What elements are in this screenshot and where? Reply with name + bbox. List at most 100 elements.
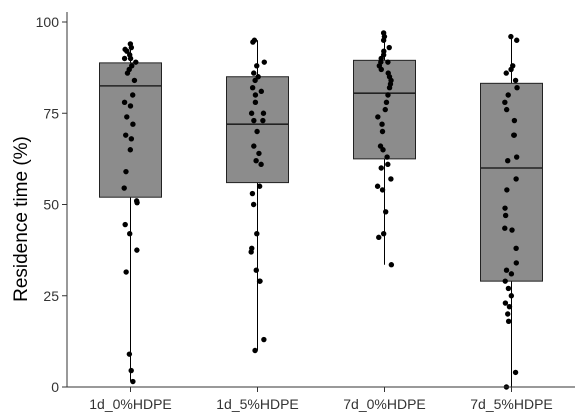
data-point bbox=[128, 136, 135, 142]
data-point bbox=[503, 267, 510, 273]
data-point bbox=[127, 147, 134, 153]
data-point bbox=[513, 260, 520, 266]
data-point bbox=[134, 247, 140, 253]
x-tick-label: 7d_0%HDPE bbox=[343, 396, 426, 412]
boxes-layer bbox=[99, 32, 543, 387]
x-tick-label: 7d_5%HDPE bbox=[470, 396, 553, 412]
data-point bbox=[250, 39, 256, 45]
data-point bbox=[512, 77, 519, 84]
data-point bbox=[131, 77, 138, 84]
data-point bbox=[514, 85, 520, 91]
data-point bbox=[130, 92, 136, 98]
data-point bbox=[505, 158, 511, 164]
data-point bbox=[379, 121, 385, 127]
data-point bbox=[251, 143, 257, 149]
data-point bbox=[386, 85, 393, 91]
data-point bbox=[502, 205, 508, 211]
data-point bbox=[514, 37, 520, 43]
data-point bbox=[127, 231, 133, 237]
data-point bbox=[508, 293, 515, 299]
x-tick-label: 1d_5%HDPE bbox=[216, 396, 299, 412]
data-point bbox=[248, 249, 254, 255]
axis-frame bbox=[66, 12, 575, 388]
data-point bbox=[260, 117, 266, 124]
data-point bbox=[511, 132, 517, 138]
data-point bbox=[380, 37, 387, 43]
data-point bbox=[502, 300, 509, 306]
data-point bbox=[260, 110, 267, 116]
data-point bbox=[252, 92, 259, 98]
box-iqr bbox=[480, 82, 543, 282]
data-point bbox=[380, 147, 386, 153]
data-point bbox=[383, 209, 389, 215]
data-point bbox=[121, 99, 128, 106]
data-point bbox=[252, 77, 258, 84]
data-point bbox=[255, 74, 261, 80]
data-point bbox=[378, 66, 384, 73]
data-point bbox=[254, 128, 260, 135]
data-point bbox=[504, 187, 510, 193]
data-point bbox=[508, 271, 515, 277]
data-point bbox=[124, 48, 130, 54]
data-point bbox=[388, 262, 395, 268]
x-axis: 1d_0%HDPE 1d_5%HDPE 7d_0%HDPE 7d_5%HDPE bbox=[89, 387, 553, 412]
box-1d_5%HDPE bbox=[226, 40, 289, 351]
y-axis: 0 25 50 75 100 bbox=[36, 14, 67, 395]
box-iqr bbox=[99, 62, 162, 198]
data-point bbox=[385, 161, 391, 168]
data-point bbox=[256, 150, 262, 157]
data-point bbox=[258, 161, 264, 168]
data-point bbox=[121, 55, 128, 62]
data-point bbox=[505, 318, 512, 324]
data-point bbox=[127, 103, 134, 109]
data-point bbox=[505, 311, 511, 317]
data-point bbox=[251, 117, 257, 124]
data-point bbox=[374, 183, 381, 189]
data-point bbox=[256, 278, 263, 284]
data-point bbox=[386, 44, 392, 51]
data-point bbox=[127, 55, 134, 62]
data-point bbox=[123, 168, 129, 175]
data-point bbox=[511, 117, 518, 124]
data-point bbox=[503, 70, 509, 76]
data-point bbox=[251, 70, 257, 76]
y-axis-title: Residence time (%) bbox=[11, 136, 32, 302]
data-point bbox=[252, 99, 259, 106]
data-point bbox=[379, 128, 386, 135]
data-point bbox=[506, 304, 513, 310]
data-point bbox=[513, 154, 520, 160]
data-point bbox=[128, 44, 135, 51]
data-point bbox=[258, 88, 265, 95]
data-point bbox=[249, 85, 256, 91]
data-point bbox=[261, 336, 267, 343]
y-tick-label: 0 bbox=[51, 379, 59, 395]
data-point bbox=[379, 187, 386, 193]
data-point bbox=[253, 158, 259, 164]
data-point bbox=[254, 63, 260, 69]
data-point bbox=[252, 347, 258, 354]
data-point bbox=[249, 190, 256, 197]
box-1d_0%HDPE bbox=[99, 43, 162, 382]
data-point bbox=[502, 225, 508, 231]
data-point bbox=[513, 176, 519, 182]
data-point bbox=[123, 132, 129, 138]
data-point bbox=[513, 245, 519, 251]
data-point bbox=[134, 199, 140, 206]
x-tick-label: 1d_0%HDPE bbox=[89, 396, 172, 412]
data-point bbox=[509, 227, 515, 233]
data-point bbox=[133, 59, 139, 65]
data-point bbox=[253, 267, 259, 273]
data-point bbox=[508, 66, 514, 73]
data-point bbox=[248, 110, 255, 116]
data-point bbox=[124, 114, 130, 120]
data-point bbox=[512, 369, 519, 376]
data-point bbox=[502, 212, 509, 219]
data-point bbox=[122, 221, 128, 228]
data-point bbox=[380, 231, 387, 237]
data-point bbox=[123, 269, 129, 275]
data-point bbox=[250, 201, 257, 208]
data-point bbox=[388, 176, 394, 182]
y-tick-label: 100 bbox=[36, 14, 60, 30]
data-point bbox=[508, 33, 514, 40]
